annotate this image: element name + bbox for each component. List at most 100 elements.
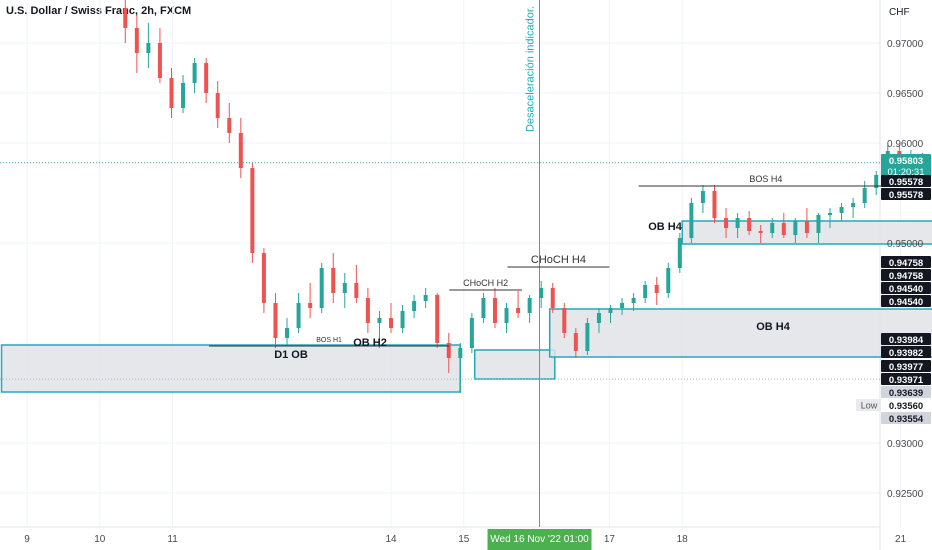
candle-body: [365, 298, 370, 323]
structure-label: CHoCH H2: [463, 278, 508, 288]
candle-body: [770, 223, 775, 233]
candle-body: [492, 298, 497, 323]
candle-body: [204, 63, 209, 93]
structure-label: CHoCH H4: [531, 254, 586, 266]
price-tag-label: 0.93560: [889, 401, 923, 412]
candle-body: [215, 93, 220, 118]
structure-label: BOS H4: [749, 174, 782, 184]
candle-body: [250, 168, 255, 253]
price-tick-label: 0.95000: [887, 239, 924, 250]
price-tag-label: 0.93977: [889, 362, 923, 373]
candle-body: [192, 63, 197, 83]
candle-body: [169, 78, 174, 108]
candle-body: [342, 283, 347, 293]
order-block-zone: [548, 308, 932, 358]
candle-body: [562, 308, 567, 333]
price-tag: [881, 154, 931, 176]
candle-body: [724, 218, 729, 228]
candle-body: [146, 43, 151, 53]
price-tag: [881, 360, 931, 372]
candle-body: [700, 191, 705, 203]
time-highlight-tag: [487, 529, 592, 550]
candle-body: [296, 303, 301, 328]
candle-body: [851, 203, 856, 207]
candle-body: [285, 328, 290, 338]
price-tag: [881, 373, 931, 385]
candle-body: [793, 221, 798, 235]
time-tick-label: 10: [94, 534, 106, 545]
price-tag: [881, 333, 931, 345]
zone-label: OB H4: [756, 321, 791, 333]
candle-body: [123, 8, 128, 28]
order-block-zone: [473, 349, 556, 380]
price-tag: [881, 399, 931, 411]
candle-body: [261, 253, 266, 303]
zone-label: D1 OB: [274, 349, 308, 361]
time-tick-label: 18: [677, 534, 689, 545]
candle-body: [227, 118, 232, 133]
candle-body: [608, 308, 613, 313]
candle-body: [666, 268, 671, 293]
candle-body: [573, 333, 578, 351]
candle-body: [308, 303, 313, 308]
price-tag-label: 0.93982: [889, 348, 923, 359]
candle-body: [816, 215, 821, 233]
candle-body: [412, 301, 417, 311]
price-tag-label: 0.93971: [889, 375, 924, 386]
candle-body: [389, 318, 393, 328]
structure-label: BOS H1: [316, 337, 342, 344]
candle-body: [446, 343, 451, 358]
candle-body: [828, 213, 833, 215]
candle-body: [596, 313, 601, 323]
zone-label: OB H4: [648, 221, 683, 233]
candle-body: [238, 133, 243, 168]
candle-body: [354, 283, 359, 298]
candle-body: [689, 203, 694, 238]
price-tick-label: 0.96000: [887, 139, 924, 150]
time-tick-label: 11: [167, 534, 178, 545]
price-tag-label: 0.94758: [889, 271, 923, 282]
candle-body: [631, 298, 636, 303]
candle-body: [331, 268, 336, 293]
price-tag: [881, 256, 931, 268]
candle-body: [758, 231, 763, 233]
candle-body: [620, 303, 625, 308]
time-tick-label: 17: [604, 534, 616, 545]
candle-body: [377, 318, 382, 323]
price-tag-label: 0.95578: [889, 190, 923, 201]
candle-body: [458, 348, 463, 358]
candle-body: [134, 28, 139, 53]
candle-body: [435, 295, 440, 343]
candle-body: [423, 295, 428, 301]
price-tick-label: 0.96500: [887, 89, 924, 100]
candle-body: [712, 191, 717, 218]
candle-body: [781, 223, 786, 235]
countdown-label: 01:20:31: [888, 167, 925, 178]
price-tag-label: 0.95578: [889, 177, 923, 188]
candle-body: [677, 238, 682, 268]
price-tag: [881, 188, 931, 200]
candle-body: [585, 323, 590, 351]
price-tag: [881, 295, 931, 307]
candle-body: [747, 218, 752, 231]
candle-body: [319, 268, 324, 308]
candle-body: [400, 311, 405, 328]
price-tag: [881, 269, 931, 281]
price-tick-label: 0.97000: [887, 39, 924, 50]
price-tick-label: 0.93000: [887, 439, 924, 450]
candle-body: [481, 298, 486, 318]
candle-body: [862, 188, 867, 203]
indicator-label: Desaceleración indicador.: [525, 6, 537, 132]
candle-body: [735, 218, 740, 228]
price-tag-label: 0.93639: [889, 388, 923, 399]
candle-body: [516, 308, 521, 313]
price-tag: [881, 346, 931, 358]
candle-body: [504, 308, 509, 323]
order-block-zone: [0, 344, 461, 393]
price-tag-label: 0.94540: [889, 284, 923, 295]
price-tag-label: 0.95803: [889, 156, 923, 167]
candle-body: [181, 83, 186, 108]
price-tick-label: 0.92500: [887, 489, 924, 500]
price-tag-label: 0.93554: [889, 414, 924, 425]
